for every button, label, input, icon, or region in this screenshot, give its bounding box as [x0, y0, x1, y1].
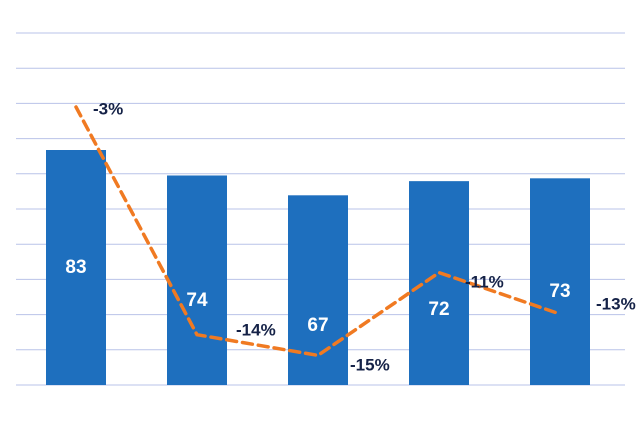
bar-series — [46, 150, 590, 385]
trend-line — [74, 105, 562, 358]
bar-value-label: 74 — [186, 290, 208, 311]
bar-value-label: 72 — [428, 299, 449, 320]
trend-series — [74, 105, 562, 358]
bar-value-labels: 83 74 67 72 73 — [65, 257, 570, 336]
trend-value-label: -11% — [465, 272, 504, 291]
bar — [46, 150, 106, 385]
trend-value-label: -14% — [236, 320, 276, 339]
bar — [167, 175, 227, 385]
bar — [288, 195, 348, 385]
trend-value-label: -3% — [93, 99, 123, 118]
bar-value-label: 73 — [549, 281, 570, 302]
trend-value-label: -15% — [350, 355, 390, 374]
bar — [530, 178, 590, 385]
bar — [409, 181, 469, 385]
bar-value-label: 83 — [65, 257, 86, 278]
trend-value-label: -13% — [596, 294, 636, 313]
bar-value-label: 67 — [307, 315, 328, 336]
trend-value-labels: -3% -14% -15% -11% -13% — [93, 99, 636, 374]
